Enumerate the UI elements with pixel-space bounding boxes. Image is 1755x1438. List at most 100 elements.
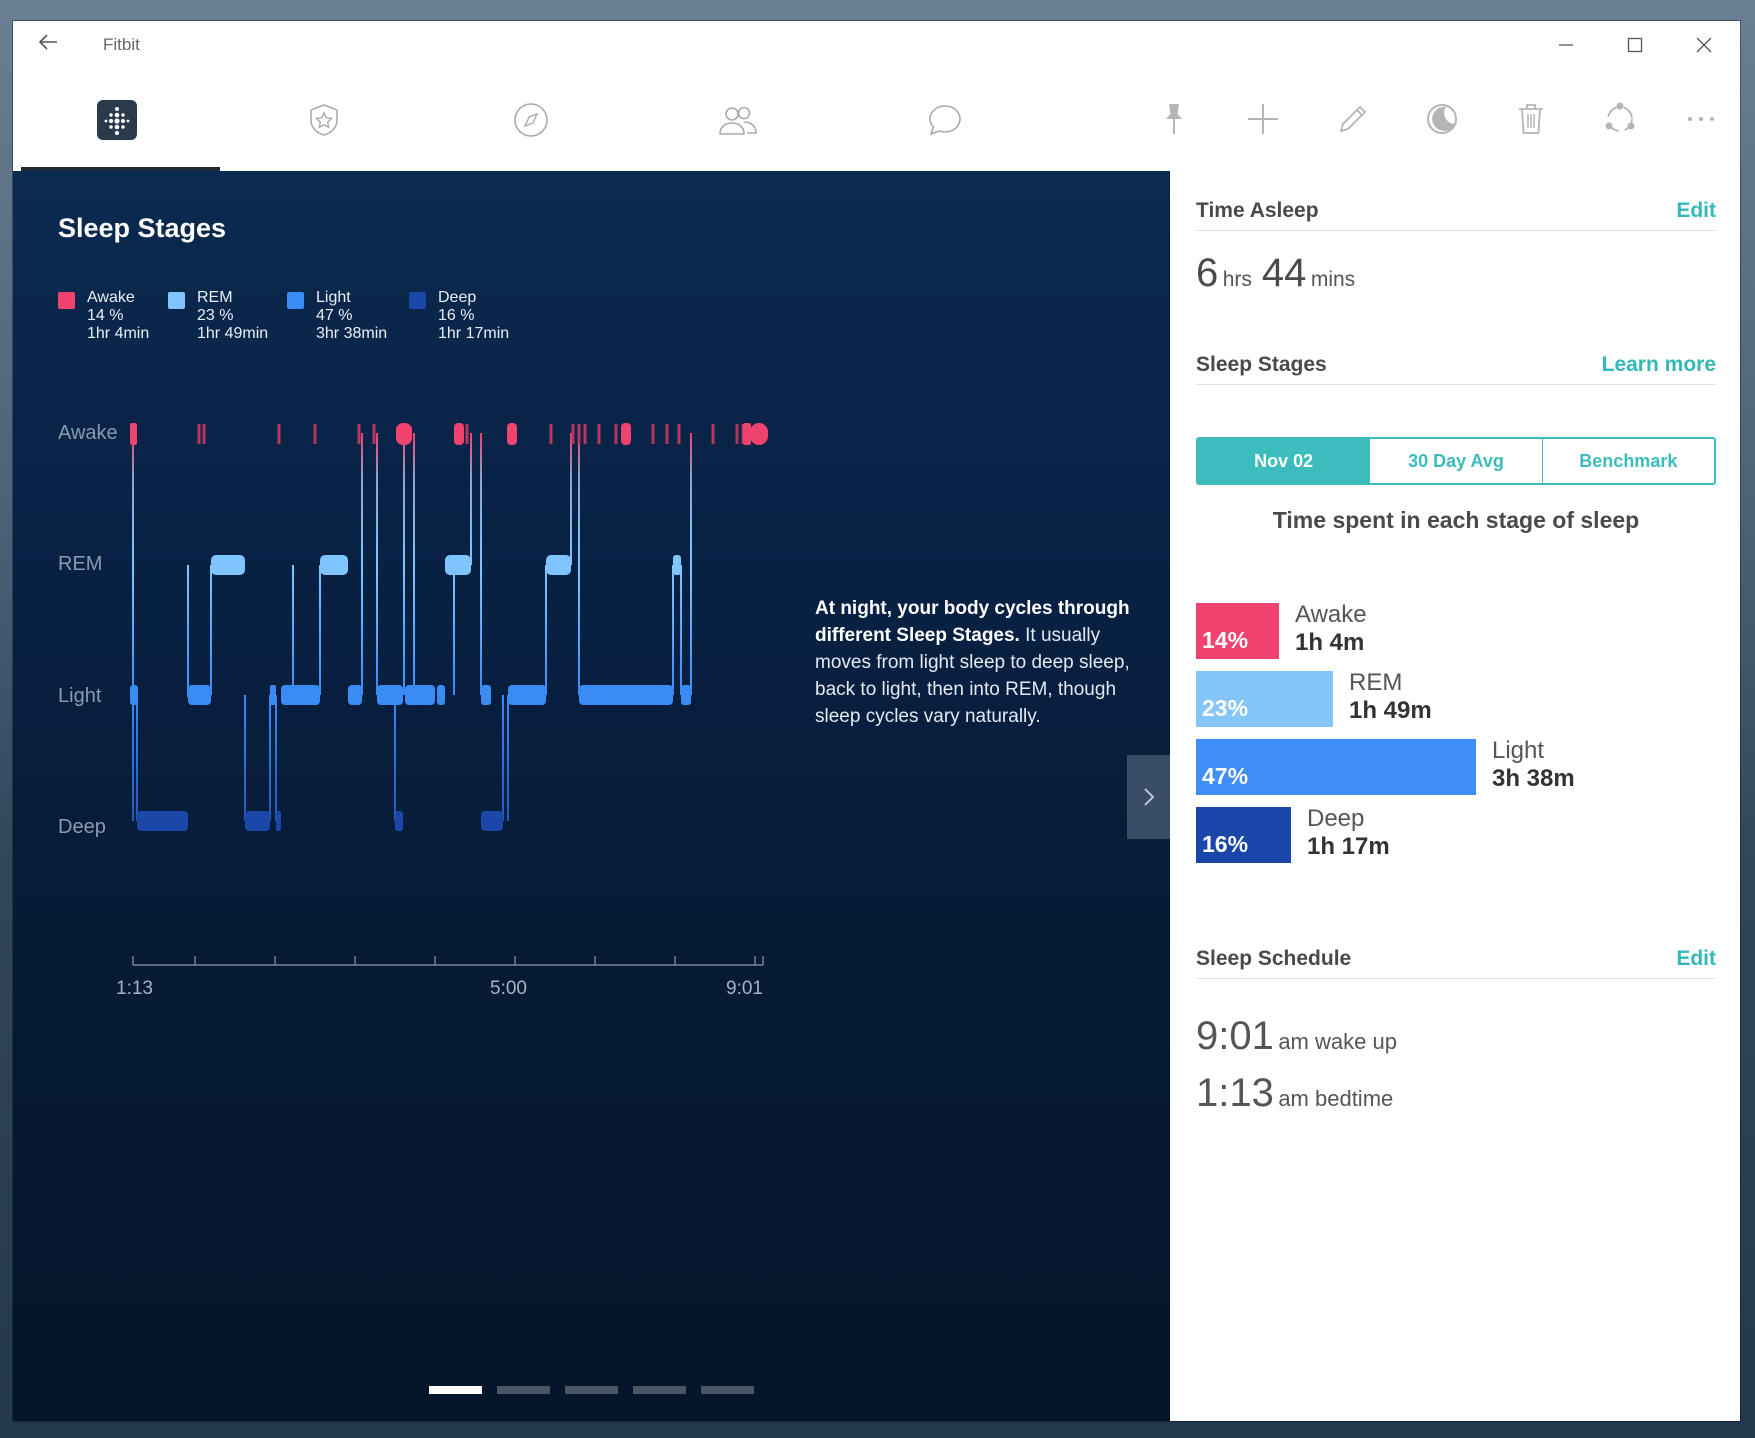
legend-swatch-rem: [168, 292, 185, 309]
y-label-deep: Deep: [58, 816, 106, 838]
toolbar: [13, 69, 1740, 171]
x-axis: 1:13 5:00 9:01: [116, 956, 764, 999]
next-slide-button[interactable]: [1127, 755, 1170, 839]
tab-nov-02[interactable]: Nov 02: [1198, 439, 1371, 483]
close-icon: [1696, 37, 1712, 53]
y-label-rem: REM: [58, 553, 102, 575]
legend-duration: 3hr 38min: [316, 325, 388, 342]
tab-benchmark[interactable]: Benchmark: [1579, 450, 1678, 471]
details-panel: Time Asleep Edit 6 hrs 44 mins Sleep Stag…: [1196, 171, 1716, 1421]
edit-button[interactable]: [1331, 97, 1375, 141]
compass-icon: [513, 103, 548, 137]
friends-icon: [718, 106, 757, 135]
legend-pct: 14 %: [87, 307, 124, 324]
bar-stage-name: Light: [1492, 737, 1545, 764]
badge-star-icon: [309, 104, 338, 136]
app-title: Fitbit: [103, 35, 140, 54]
y-label-awake: Awake: [58, 422, 118, 444]
minutes-value: 44: [1261, 251, 1307, 295]
time-asleep-value: 6 hrs 44 mins: [1196, 251, 1365, 296]
moon-icon: [1427, 104, 1457, 134]
tab-30-day-avg[interactable]: 30 Day Avg: [1370, 439, 1543, 483]
plus-icon: [1248, 104, 1278, 134]
bar-stage-name: Deep: [1307, 805, 1365, 832]
more-options-button[interactable]: [1679, 97, 1723, 141]
pager-dot[interactable]: [565, 1386, 618, 1394]
bed-time-value: 1:13: [1196, 1071, 1274, 1115]
bar-label: Light 3h 38m: [1492, 737, 1575, 793]
maximize-button[interactable]: [1615, 29, 1655, 61]
fitbit-dashboard-icon: [96, 100, 137, 140]
delete-button[interactable]: [1509, 97, 1553, 141]
y-label-light: Light: [58, 685, 102, 707]
pager-dot[interactable]: [701, 1386, 754, 1394]
legend-duration: 1hr 4min: [87, 325, 150, 342]
bar-duration: 1h 4m: [1295, 629, 1365, 656]
legend-pct: 47 %: [316, 307, 353, 324]
bar-label: REM 1h 49m: [1349, 669, 1432, 725]
hours-value: 6: [1196, 251, 1219, 295]
carousel-pager: [429, 1386, 769, 1394]
close-button[interactable]: [1684, 29, 1724, 61]
hours-unit: hrs: [1222, 268, 1252, 291]
more-dots-icon: [1688, 117, 1714, 121]
bar-duration: 3h 38m: [1492, 765, 1575, 792]
tab-messages[interactable]: [841, 69, 1048, 171]
bar-stage-name: Awake: [1295, 601, 1367, 628]
time-asleep-edit-link[interactable]: Edit: [1676, 199, 1716, 222]
tab-challenges[interactable]: [220, 69, 427, 171]
learn-more-link[interactable]: Learn more: [1601, 353, 1716, 376]
bar-label: Awake 1h 4m: [1295, 601, 1367, 657]
sleep-stages-description: At night, your body cycles through diffe…: [815, 595, 1145, 730]
bar-percent: 16%: [1202, 831, 1249, 857]
legend-duration: 1hr 17min: [438, 325, 510, 342]
legend-duration: 1hr 49min: [197, 325, 269, 342]
minimize-button[interactable]: [1546, 29, 1586, 61]
wake-up-time: 9:01 am wake up: [1196, 1014, 1407, 1059]
legend-name: Awake: [87, 289, 135, 306]
sleep-schedule-header: Sleep Schedule Edit: [1196, 939, 1716, 979]
pencil-icon: [1339, 105, 1367, 133]
add-button[interactable]: [1241, 97, 1285, 141]
bar-duration: 1h 17m: [1307, 833, 1390, 860]
sync-icon: [1605, 102, 1635, 132]
sleep-schedule-edit-link[interactable]: Edit: [1676, 947, 1716, 970]
back-button[interactable]: [33, 31, 63, 59]
chat-bubble-icon: [928, 105, 961, 136]
legend-item-deep: Deep 16 % 1hr 17min: [409, 289, 529, 343]
legend-swatch-deep: [409, 292, 426, 309]
hypnogram: [130, 423, 768, 831]
pager-dot[interactable]: [633, 1386, 686, 1394]
bar-fill-deep: 16%: [1196, 807, 1291, 863]
time-asleep-title: Time Asleep: [1196, 199, 1319, 222]
sleep-stages-panel: Sleep Stages Awake 14 % 1hr 4min REM 23 …: [13, 171, 1170, 1421]
bed-time-label: am bedtime: [1278, 1086, 1394, 1111]
stages-subtitle: Time spent in each stage of sleep: [1272, 507, 1640, 533]
pin-button[interactable]: [1152, 97, 1196, 141]
x-tick-end: 9:01: [726, 978, 763, 999]
tab-community[interactable]: [634, 69, 841, 171]
sleep-mode-button[interactable]: [1420, 97, 1464, 141]
sleep-stages-title: Sleep Stages: [1196, 353, 1327, 376]
legend-name: REM: [197, 289, 233, 306]
bar-percent: 23%: [1202, 695, 1249, 721]
pin-icon: [1166, 104, 1182, 134]
bar-percent: 14%: [1202, 627, 1249, 653]
bar-fill-light: 47%: [1196, 739, 1476, 795]
pager-dot[interactable]: [497, 1386, 550, 1394]
title-bar: Fitbit: [13, 21, 1740, 69]
tab-dashboard[interactable]: [13, 69, 220, 171]
legend-item-awake: Awake 14 % 1hr 4min: [58, 289, 168, 343]
legend-name: Deep: [438, 289, 477, 306]
tab-discover[interactable]: [427, 69, 634, 171]
x-tick-start: 1:13: [116, 978, 153, 999]
sync-button[interactable]: [1598, 97, 1642, 141]
legend-pct: 23 %: [197, 307, 234, 324]
legend-item-light: Light 47 % 3hr 38min: [287, 289, 409, 343]
pager-dot[interactable]: [429, 1386, 482, 1394]
panel-title: Sleep Stages: [58, 213, 227, 243]
bedtime: 1:13 am bedtime: [1196, 1071, 1403, 1116]
minimize-icon: [1559, 44, 1573, 46]
legend-swatch-awake: [58, 292, 75, 309]
legend-name: Light: [316, 289, 351, 306]
